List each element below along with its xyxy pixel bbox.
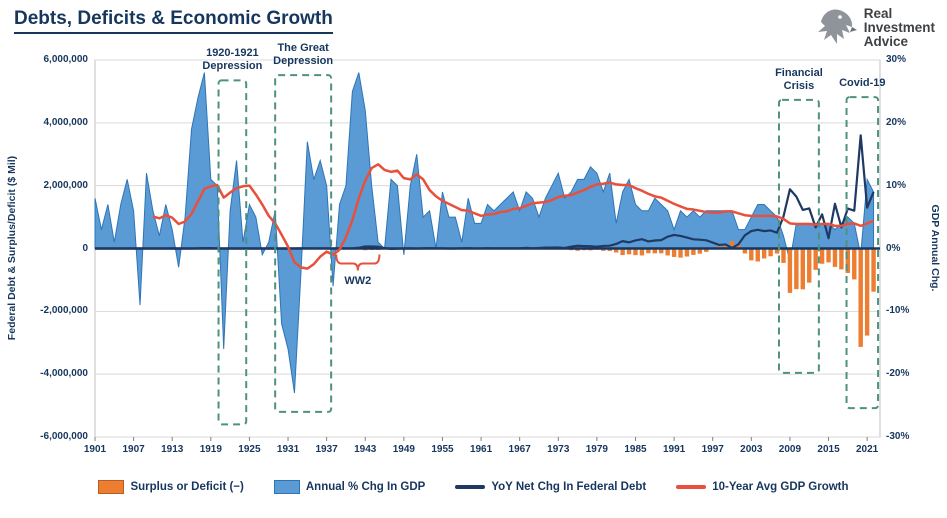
brand-logo: Real Investment Advice bbox=[813, 6, 935, 50]
gdp10-line-series bbox=[152, 163, 875, 270]
brand-word-3: Advice bbox=[863, 34, 908, 49]
deficit-bar bbox=[736, 244, 741, 249]
annotation-box bbox=[845, 96, 880, 410]
brand-word-1: Real bbox=[863, 6, 893, 21]
annotation-box bbox=[274, 74, 333, 413]
left-axis-title: Federal Debt & Surplus/Deficit ($ Mil) bbox=[6, 155, 18, 341]
deficit-bar bbox=[704, 248, 709, 252]
deficit-bar bbox=[749, 248, 754, 261]
legend-item: Annual % Chg In GDP bbox=[273, 480, 426, 494]
deficit-bar bbox=[871, 248, 876, 292]
deficit-bar bbox=[774, 248, 780, 254]
deficit-bar bbox=[678, 248, 683, 258]
deficit-bar bbox=[761, 248, 767, 259]
deficit-bar bbox=[613, 248, 619, 253]
deficit-bar bbox=[723, 244, 728, 249]
deficit-bar bbox=[755, 248, 760, 262]
deficit-bar bbox=[826, 248, 831, 263]
legend-swatch-bar-icon bbox=[98, 480, 125, 494]
legend-swatch-line-icon bbox=[676, 485, 707, 489]
legend-label: Annual % Chg In GDP bbox=[305, 481, 426, 493]
deficit-bar bbox=[659, 248, 664, 254]
deficit-bar bbox=[697, 248, 703, 254]
eagle-logo-icon bbox=[817, 9, 857, 44]
deficit-bar bbox=[633, 248, 638, 256]
deficit-bar bbox=[787, 248, 793, 293]
legend-label: Surplus or Deficit (−) bbox=[130, 481, 244, 493]
chart-title: Debts, Deficits & Economic Growth bbox=[14, 8, 333, 34]
deficit-bar bbox=[845, 248, 851, 273]
deficit-bar bbox=[768, 248, 773, 257]
ww2-brace bbox=[335, 254, 381, 271]
legend: Surplus or Deficit (−) Annual % Chg In GD… bbox=[0, 480, 947, 494]
brand-word-2: Investment bbox=[863, 20, 935, 35]
deficit-bar bbox=[839, 248, 844, 270]
legend-item: YoY Net Chg In Federal Debt bbox=[455, 480, 646, 494]
deficit-bar bbox=[794, 248, 799, 290]
deficit-bar bbox=[742, 248, 748, 254]
debt-line-series bbox=[95, 134, 875, 250]
deficit-bar bbox=[800, 248, 805, 290]
deficit-bar bbox=[813, 248, 818, 270]
annotation-box bbox=[217, 79, 248, 426]
legend-swatch-area-icon bbox=[273, 480, 300, 494]
legend-item: Surplus or Deficit (−) bbox=[98, 480, 244, 494]
deficit-bar bbox=[684, 248, 690, 257]
deficit-bar bbox=[864, 248, 870, 336]
deficit-bar bbox=[671, 248, 677, 257]
legend-swatch-line-icon bbox=[455, 485, 486, 489]
deficit-bar bbox=[729, 241, 735, 249]
deficit-bar bbox=[626, 248, 632, 255]
annotation-box bbox=[777, 98, 820, 374]
right-axis-title: GDP Annual Chg. bbox=[929, 204, 941, 292]
deficit-bar bbox=[781, 248, 786, 263]
legend-item: 10-Year Avg GDP Growth bbox=[676, 480, 849, 494]
deficit-bar bbox=[691, 248, 696, 255]
brand-name: Real Investment Advice bbox=[864, 7, 935, 49]
deficit-bar bbox=[665, 248, 670, 256]
gdp-area-series bbox=[94, 72, 875, 394]
deficit-bar bbox=[832, 248, 838, 267]
deficit-bar bbox=[852, 248, 857, 280]
deficit-bar bbox=[807, 248, 812, 283]
deficit-bar bbox=[639, 248, 645, 256]
deficit-bar bbox=[858, 248, 863, 347]
deficit-bar bbox=[607, 248, 612, 251]
deficit-bar bbox=[819, 248, 825, 264]
deficit-bar bbox=[652, 248, 657, 254]
deficit-bar bbox=[646, 248, 651, 254]
legend-label: 10-Year Avg GDP Growth bbox=[712, 481, 849, 493]
deficit-bar bbox=[620, 248, 625, 256]
legend-label: YoY Net Chg In Federal Debt bbox=[491, 481, 647, 493]
